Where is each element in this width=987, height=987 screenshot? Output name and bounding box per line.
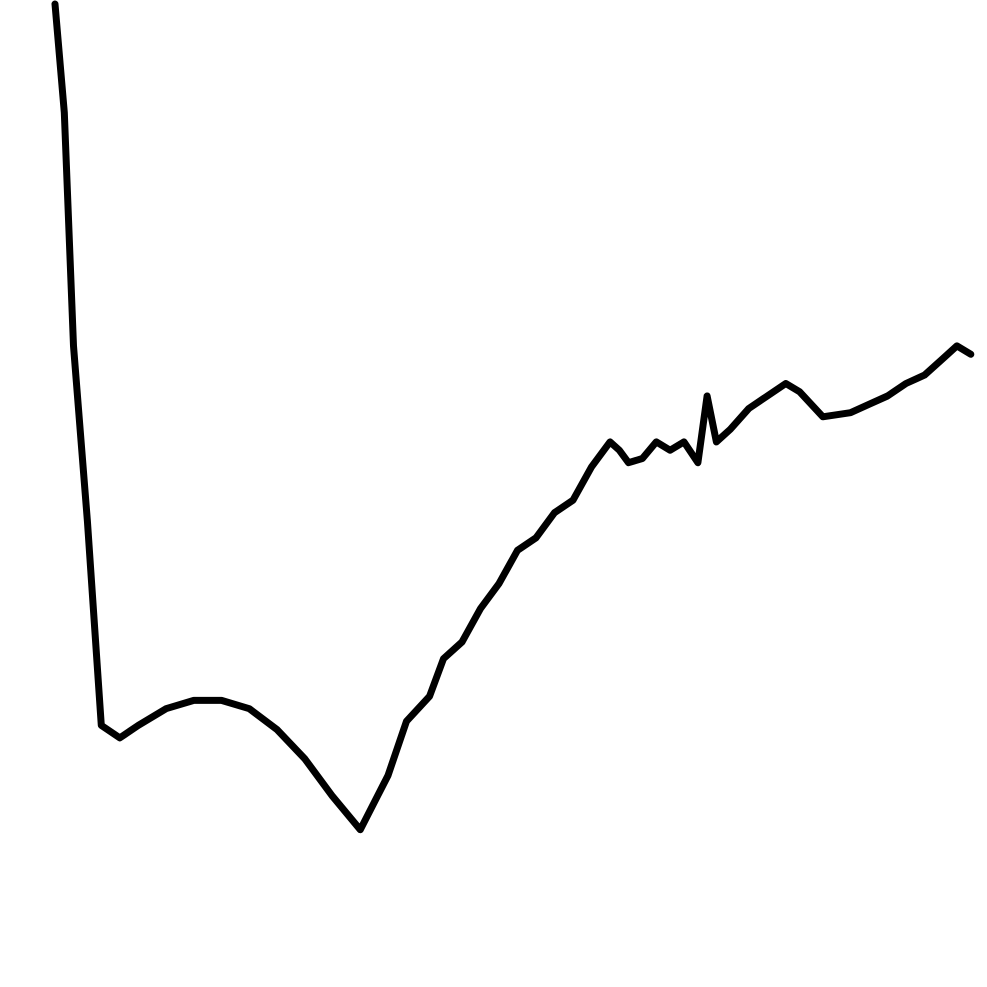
series-line [51,0,975,834]
